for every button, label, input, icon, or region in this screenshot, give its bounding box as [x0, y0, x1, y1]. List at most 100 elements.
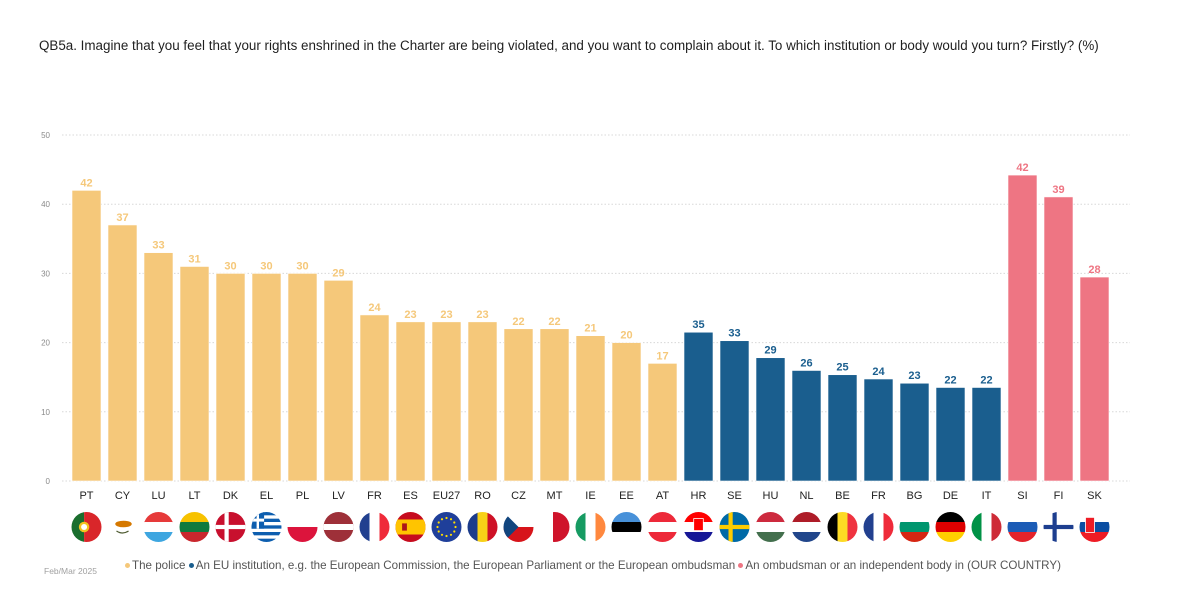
flag-eu27-icon	[431, 512, 462, 542]
category-label-sk: SK	[1087, 490, 1102, 502]
bar-ee	[611, 342, 642, 482]
bar-lv	[323, 280, 354, 482]
bar-sk	[1079, 276, 1110, 482]
flag-de-icon	[935, 512, 966, 542]
value-label-lt: 31	[188, 253, 200, 265]
value-label-dk: 30	[224, 260, 236, 272]
flag-ro-icon	[467, 512, 498, 542]
value-label-sk: 28	[1088, 264, 1100, 276]
category-label-pt: PT	[79, 490, 93, 502]
flags	[71, 512, 1110, 542]
category-label-ie: IE	[585, 490, 595, 502]
bar-fr	[863, 378, 894, 482]
value-label-fr: 24	[368, 302, 381, 314]
flag-at-icon	[647, 512, 678, 542]
category-label-de: DE	[943, 490, 958, 502]
bar-si	[1007, 174, 1038, 482]
flag-lu-icon	[143, 512, 174, 542]
category-label-at: AT	[656, 490, 670, 502]
category-label-el: EL	[260, 490, 273, 502]
category-label-si: SI	[1017, 490, 1027, 502]
flag-mt-icon	[539, 512, 570, 542]
category-label-nl: NL	[799, 490, 813, 502]
bar-nl	[791, 370, 822, 482]
flag-es-icon	[395, 512, 426, 542]
value-label-eu27: 23	[440, 309, 452, 321]
bar-hu	[755, 357, 786, 482]
bar-se	[719, 340, 750, 482]
legend-item-police: The police	[125, 559, 189, 572]
flag-el-icon	[251, 512, 282, 542]
value-label-pl: 30	[296, 260, 308, 272]
category-label-es: ES	[403, 490, 418, 502]
value-label-bg: 23	[908, 370, 920, 382]
category-label-be: BE	[835, 490, 850, 502]
flag-pt-icon	[71, 512, 102, 542]
value-label-fr: 24	[872, 366, 885, 378]
bar-el	[251, 273, 282, 482]
category-label-lu: LU	[151, 490, 165, 502]
value-label-de: 22	[944, 374, 956, 386]
value-label-si: 42	[1016, 162, 1028, 174]
y-tick-label: 40	[41, 200, 50, 209]
bar-pl	[287, 273, 318, 482]
value-label-cz: 22	[512, 316, 524, 328]
flag-lv-icon	[323, 512, 354, 542]
legend-item-eu-institution: An EU institution, e.g. the European Com…	[188, 559, 739, 572]
value-label-nl: 26	[800, 357, 812, 369]
bar-fi	[1043, 196, 1074, 482]
category-label-eu27: EU27	[433, 490, 461, 502]
flag-bg-icon	[899, 512, 930, 542]
y-tick-label: 30	[41, 269, 50, 278]
flag-dk-icon	[215, 512, 246, 542]
legend-label-police: The police	[132, 559, 186, 572]
bar-de	[935, 387, 966, 482]
bar-cy	[107, 224, 138, 482]
y-tick-label: 50	[41, 131, 50, 140]
value-label-el: 30	[260, 260, 272, 272]
category-label-lv: LV	[332, 490, 345, 502]
survey-date: Feb/Mar 2025	[44, 566, 97, 576]
category-label-fr: FR	[871, 490, 886, 502]
y-tick-label: 10	[41, 408, 50, 417]
bar-mt	[539, 328, 570, 482]
flag-ie-icon	[575, 512, 606, 542]
bar-pt	[71, 190, 102, 482]
value-label-pt: 42	[80, 177, 92, 189]
flag-se-icon	[719, 512, 750, 542]
value-label-se: 33	[728, 328, 740, 340]
value-label-mt: 22	[548, 316, 560, 328]
category-label-fi: FI	[1054, 490, 1064, 502]
value-label-lv: 29	[332, 267, 344, 279]
bar-at	[647, 363, 678, 482]
value-label-cy: 37	[116, 212, 128, 224]
bar-hr	[683, 331, 714, 482]
category-label-cy: CY	[115, 490, 131, 502]
category-label-cz: CZ	[511, 490, 526, 502]
flag-be-icon	[827, 512, 858, 542]
category-label-it: IT	[982, 490, 992, 502]
bar-it	[971, 387, 1002, 482]
category-label-ro: RO	[474, 490, 491, 502]
bar-ro	[467, 321, 498, 482]
flag-fi-icon	[1043, 512, 1074, 542]
value-label-fi: 39	[1052, 184, 1064, 196]
value-label-lu: 33	[152, 240, 164, 252]
category-label-dk: DK	[223, 490, 239, 502]
bar-ie	[575, 335, 606, 482]
flag-hu-icon	[755, 512, 786, 542]
category-label-ee: EE	[619, 490, 634, 502]
flag-lt-icon	[179, 512, 210, 542]
value-label-ro: 23	[476, 309, 488, 321]
value-labels: 42 37 33 31 30 30 30 29 24 23 23 23 22 22 21 20 17 35 33 29…	[80, 162, 1100, 386]
bar-lu	[143, 252, 174, 482]
bar-dk	[215, 273, 246, 482]
category-label-fr: FR	[367, 490, 382, 502]
legend-label-eu-institution: An EU institution, e.g. the European Com…	[195, 559, 736, 572]
category-label-bg: BG	[907, 490, 923, 502]
value-label-ie: 21	[584, 323, 596, 335]
flag-nl-icon	[791, 512, 822, 542]
category-label-hr: HR	[691, 490, 707, 502]
legend-dot-police	[125, 562, 130, 568]
